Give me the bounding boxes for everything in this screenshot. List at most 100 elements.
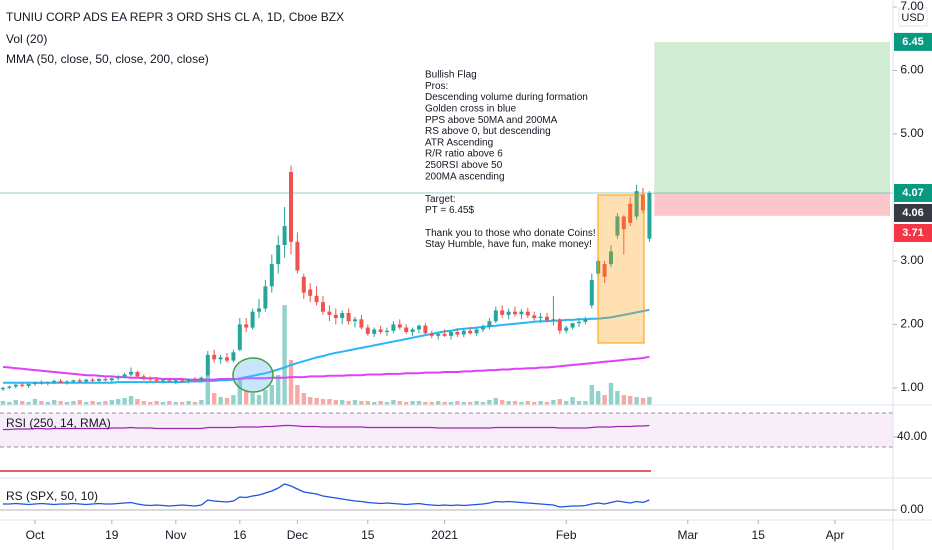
candle-body (442, 333, 447, 336)
candle-body (487, 321, 492, 327)
volume-bar (512, 401, 518, 405)
candle-body (340, 312, 345, 319)
volume-bar (480, 402, 486, 405)
candle-body (282, 225, 287, 246)
candle-body (295, 241, 300, 271)
volume-bar (474, 401, 479, 405)
volume-bar (327, 399, 332, 405)
volume-bar (71, 401, 76, 405)
volume-bar (436, 401, 441, 405)
candle-body (129, 371, 133, 375)
volume-bar (461, 402, 466, 405)
candle-body (154, 379, 159, 381)
indicator-line (3, 483, 650, 508)
candle-body (570, 323, 575, 328)
volume-bar (564, 401, 569, 405)
volume-bar (583, 401, 588, 405)
volume-bar (7, 402, 12, 405)
volume-bar (340, 400, 345, 405)
volume-bar (647, 397, 652, 405)
annotation-line: Pros: (425, 81, 448, 92)
volume-bar (544, 402, 550, 405)
volume-bar (628, 396, 633, 405)
volume-bar (237, 380, 242, 405)
volume-bar (500, 400, 505, 405)
candle-body (397, 324, 402, 328)
volume-bar (13, 400, 18, 405)
volume-bar (525, 401, 530, 405)
volume-bar (557, 399, 562, 405)
volume-bar (634, 397, 639, 405)
candle-body (500, 310, 505, 315)
volume-bar (615, 391, 620, 405)
candle-body (359, 319, 364, 328)
volume-bar (551, 400, 556, 405)
candle-body (474, 329, 479, 334)
volume-bar (442, 402, 447, 405)
y-tick-label: 6.00 (900, 63, 924, 77)
annotation-line: Thank you to those who donate Coins! (425, 228, 596, 239)
candle-body (218, 357, 223, 360)
y-tick-label: 1.00 (900, 380, 924, 394)
x-tick-label: 2021 (431, 528, 458, 542)
volume-bar (250, 393, 255, 405)
x-tick-label: 16 (233, 528, 247, 542)
candle-body (39, 382, 44, 384)
candle-body (410, 329, 415, 332)
volume-bar (429, 402, 434, 405)
x-tick-label: 19 (105, 528, 119, 542)
volume-bar (199, 400, 204, 405)
candle-body (180, 380, 185, 382)
candle-body (276, 245, 281, 265)
moving-average-line (3, 308, 650, 384)
volume-bar (295, 385, 300, 405)
volume-bar (52, 400, 57, 405)
candle-body (52, 380, 57, 383)
candle-body (65, 381, 69, 383)
candle-body (429, 333, 434, 336)
candle-body (455, 331, 460, 335)
volume-bar (538, 401, 543, 405)
candle-body (244, 324, 249, 328)
volume-bar (205, 375, 210, 405)
volume-bar (404, 402, 409, 405)
candle-body (641, 194, 645, 211)
candle-body (378, 329, 383, 332)
price-badge (894, 203, 932, 222)
volume-bar (0, 401, 6, 405)
candle-body (308, 289, 313, 296)
candle-body (461, 330, 466, 335)
candle-body (551, 319, 556, 321)
volume-bar (423, 402, 428, 405)
volume-bar (276, 375, 281, 405)
volume-bar (570, 397, 575, 405)
stop-zone (654, 192, 890, 216)
candle-body (577, 321, 581, 324)
candle-body (135, 371, 140, 377)
candle-body (532, 315, 537, 319)
candle-body (545, 316, 549, 321)
candle-body (13, 384, 18, 387)
price-badge-label: 3.71 (902, 227, 923, 239)
volume-bar (269, 385, 274, 405)
candle-body (621, 216, 626, 230)
volume-bar (231, 395, 236, 405)
volume-bar (608, 383, 614, 405)
candle-body (519, 311, 524, 315)
candle-body (525, 311, 530, 316)
volume-bar (20, 401, 25, 405)
candle-body (45, 382, 50, 384)
candle-body (481, 326, 485, 330)
x-tick-label: Dec (287, 528, 308, 542)
candle-body (77, 380, 82, 382)
candle-body (423, 325, 428, 334)
candle-body (103, 378, 108, 381)
candle-body (538, 316, 543, 319)
candle-body (589, 279, 594, 306)
volume-bar (314, 398, 319, 405)
candle-body (237, 324, 242, 350)
candle-body (199, 377, 204, 381)
candle-body (193, 379, 197, 381)
volume-bar (359, 401, 364, 405)
candle-body (506, 311, 511, 315)
